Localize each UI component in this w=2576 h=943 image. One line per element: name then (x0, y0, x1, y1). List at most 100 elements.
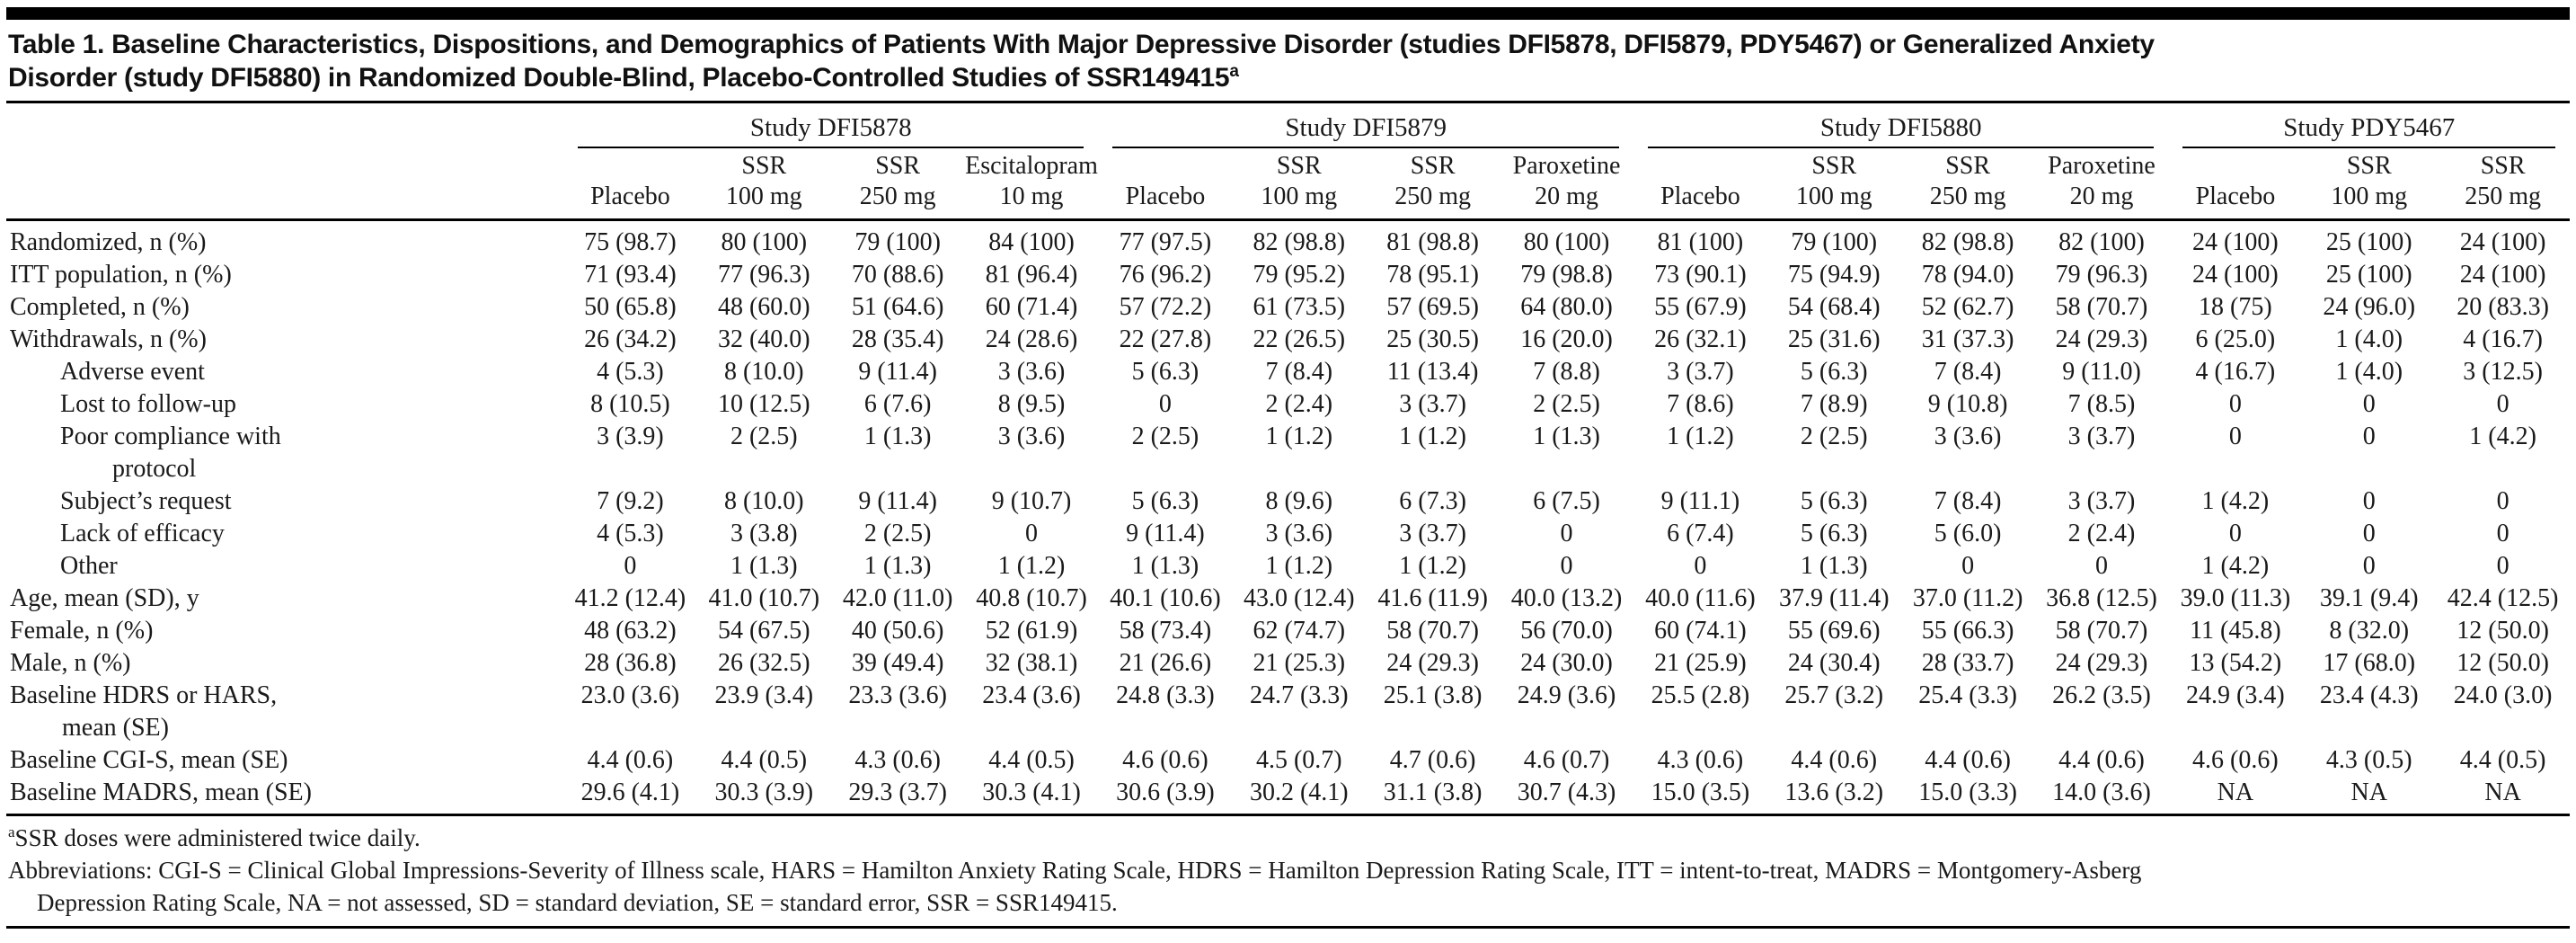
column-header: SSR 250 mg (2436, 148, 2571, 221)
table-row: Randomized, n (%) 75 (98.7) 80 (100) 79 (10… (6, 220, 2570, 260)
cell-value: 79 (100) (1791, 228, 1878, 256)
row-label-line: ITT population, n (%) (10, 261, 232, 289)
cell-value: 41.6 (11.9) (1377, 584, 1488, 612)
footnote-dose: aSSR doses were administered twice daily… (8, 822, 2568, 854)
cell-value: 32 (40.0) (717, 325, 810, 353)
column-group: Study DFI5879 (1098, 105, 1633, 148)
column-header-line2: 250 mg (859, 182, 936, 210)
table-title-line2: Disorder (study DFI5880) in Randomized D… (8, 61, 2570, 94)
cell-value: 15.0 (3.3) (1918, 778, 2017, 806)
cell-value: 4.6 (0.6) (1122, 746, 1208, 774)
cell-value: 1 (4.2) (2201, 552, 2270, 580)
cell-value: 0 (1158, 390, 1172, 418)
cell-value: 28 (33.7) (1921, 649, 2014, 677)
table-row: Lack of efficacy 4 (5.3) 3 (3.8) 2 (2.5) 0 9 … (6, 518, 2570, 550)
footnote-abbreviations: Abbreviations: CGI-S = Clinical Global I… (8, 854, 2568, 919)
cell-value: 55 (66.3) (1921, 617, 2014, 645)
column-header: SSR 250 mg (1366, 148, 1500, 221)
cell-value: 37.9 (11.4) (1778, 584, 1890, 612)
row-label: Subject’s request (6, 485, 563, 518)
cell-value: 82 (100) (2058, 228, 2145, 256)
table-row: Withdrawals, n (%) 26 (34.2) 32 (40.0) 28 (… (6, 324, 2570, 356)
cell-value: 7 (8.4) (1934, 487, 2002, 515)
cell-value: 79 (96.3) (2055, 261, 2148, 289)
row-label: Poor compliance with protocol (6, 421, 563, 485)
cell-value: 48 (60.0) (717, 293, 810, 321)
row-label: Withdrawals, n (%) (6, 324, 563, 356)
column-header: Placebo (2168, 148, 2303, 221)
cell-value: 3 (3.6) (997, 358, 1066, 386)
column-header-line1: SSR (1811, 152, 1857, 180)
cell-value: 81 (100) (1657, 228, 1744, 256)
row-label-line: Baseline CGI-S, mean (SE) (10, 746, 288, 774)
cell-value: 26 (32.1) (1654, 325, 1747, 353)
cell-value: 60 (71.4) (985, 293, 1078, 321)
cell-value: 25 (31.6) (1787, 325, 1881, 353)
table-row: Adverse event 4 (5.3) 8 (10.0) 9 (11.4) 3 (3… (6, 356, 2570, 388)
cell-value: 39.1 (9.4) (2319, 584, 2419, 612)
cell-value: 0 (2362, 390, 2376, 418)
row-label-line: Completed, n (%) (10, 293, 190, 321)
row-label: Baseline MADRS, mean (SE) (6, 777, 563, 815)
row-label-line: Poor compliance with (60, 423, 281, 450)
cell-value: 8 (9.5) (997, 390, 1066, 418)
cell-value: 2 (2.5) (1533, 390, 1600, 418)
column-header-line2: 250 mg (2465, 182, 2541, 210)
table-row: Subject’s request 7 (9.2) 8 (10.0) 9 (11.4)… (6, 485, 2570, 518)
cell-value: 76 (96.2) (1119, 261, 1212, 289)
cell-value: 24.9 (3.4) (2186, 681, 2285, 709)
cell-value: NA (2350, 778, 2387, 806)
cell-value: 29.6 (4.1) (580, 778, 680, 806)
cell-value: 24 (29.3) (2055, 325, 2148, 353)
cell-value: 1 (4.0) (2335, 325, 2403, 353)
cell-value: 1 (1.2) (1667, 423, 1734, 450)
cell-value: 39.0 (11.3) (2180, 584, 2291, 612)
table-row: Completed, n (%) 50 (65.8) 48 (60.0) 51 (64… (6, 291, 2570, 324)
cell-value: 25 (100) (2325, 228, 2412, 256)
cell-value: 24 (100) (2192, 228, 2279, 256)
cell-value: 3 (3.9) (597, 423, 664, 450)
cell-value: 4.4 (0.6) (1791, 746, 1878, 774)
column-header-line2: 10 mg (999, 182, 1064, 210)
cell-value: 2 (2.5) (1131, 423, 1199, 450)
cell-value: 1 (1.2) (1399, 552, 1466, 580)
cell-value: 32 (38.1) (985, 649, 1078, 677)
cell-value: 1 (1.2) (1265, 423, 1333, 450)
table-title-footnote-marker: a (1229, 62, 1239, 81)
row-label-line: Adverse event (60, 358, 205, 386)
cell-value: 79 (100) (854, 228, 941, 256)
column-header-row: Placebo SSR 100 mg SSR 250 mg Escitalopram 10 … (6, 148, 2571, 221)
cell-value: 14.0 (3.6) (2052, 778, 2151, 806)
column-group-label: Study PDY5467 (2182, 112, 2556, 148)
cell-value: 70 (88.6) (851, 261, 944, 289)
column-header-line2: Placebo (2195, 182, 2276, 210)
cell-value: 28 (36.8) (584, 649, 677, 677)
cell-value: 3 (3.7) (1399, 520, 1466, 547)
row-label: Randomized, n (%) (6, 220, 563, 260)
cell-value: 22 (26.5) (1253, 325, 1346, 353)
cell-value: 16 (20.0) (1520, 325, 1613, 353)
cell-value: 0 (2362, 520, 2376, 547)
cell-value: 5 (6.3) (1131, 358, 1199, 386)
cell-value: 0 (2496, 390, 2510, 418)
bottom-rule (6, 926, 2570, 929)
cell-value: 4.5 (0.7) (1255, 746, 1342, 774)
footnote-dose-marker: a (8, 823, 15, 841)
table-row: Male, n (%) 28 (36.8) 26 (32.5) 39 (49.4) 32… (6, 647, 2570, 680)
cell-value: 1 (1.3) (1131, 552, 1199, 580)
cell-value: 6 (7.4) (1667, 520, 1734, 547)
cell-value: 30.2 (4.1) (1249, 778, 1349, 806)
cell-value: 2 (2.5) (730, 423, 798, 450)
cell-value: 8 (32.0) (2329, 617, 2410, 645)
cell-value: 71 (93.4) (584, 261, 677, 289)
cell-value: 25 (30.5) (1386, 325, 1479, 353)
column-header-line2: 250 mg (1929, 182, 2006, 210)
cell-value: 58 (70.7) (1386, 617, 1479, 645)
cell-value: 40.0 (13.2) (1510, 584, 1623, 612)
cell-value: 2 (2.4) (2067, 520, 2136, 547)
table-title: Table 1. Baseline Characteristics, Dispo… (6, 28, 2570, 94)
cell-value: 80 (100) (1523, 228, 1610, 256)
cell-value: 11 (45.8) (2190, 617, 2281, 645)
cell-value: 3 (3.8) (730, 520, 798, 547)
cell-value: 55 (69.6) (1787, 617, 1881, 645)
